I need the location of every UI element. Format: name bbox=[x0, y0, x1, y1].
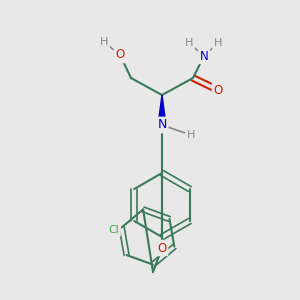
Text: H: H bbox=[187, 130, 195, 140]
Text: O: O bbox=[213, 83, 223, 97]
Text: N: N bbox=[200, 50, 208, 62]
Text: N: N bbox=[157, 118, 167, 131]
Text: H: H bbox=[214, 38, 222, 48]
Text: H: H bbox=[100, 37, 108, 47]
Text: Cl: Cl bbox=[108, 225, 119, 236]
Polygon shape bbox=[158, 95, 166, 125]
Text: O: O bbox=[158, 242, 166, 254]
Text: H: H bbox=[185, 38, 193, 48]
Text: O: O bbox=[116, 49, 124, 62]
